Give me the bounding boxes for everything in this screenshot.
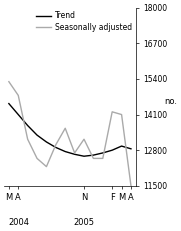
Trend bbox=[102, 152, 104, 154]
Trend bbox=[64, 150, 66, 153]
Line: Trend: Trend bbox=[9, 103, 131, 156]
Seasonally adjusted bbox=[64, 127, 66, 130]
Seasonally adjusted bbox=[83, 138, 85, 141]
Seasonally adjusted bbox=[8, 80, 10, 83]
Trend bbox=[73, 153, 76, 156]
Seasonally adjusted bbox=[45, 165, 48, 168]
Seasonally adjusted bbox=[92, 157, 94, 160]
Trend bbox=[92, 154, 94, 157]
Y-axis label: no.: no. bbox=[164, 97, 177, 106]
Text: 2005: 2005 bbox=[73, 218, 94, 227]
Seasonally adjusted bbox=[36, 157, 38, 160]
Trend bbox=[8, 102, 10, 105]
Seasonally adjusted bbox=[55, 143, 57, 146]
Seasonally adjusted bbox=[17, 94, 19, 97]
Seasonally adjusted bbox=[102, 157, 104, 160]
Text: 2004: 2004 bbox=[9, 218, 30, 227]
Seasonally adjusted bbox=[27, 138, 29, 141]
Trend bbox=[55, 146, 57, 149]
Trend bbox=[121, 145, 123, 147]
Seasonally adjusted bbox=[130, 184, 132, 187]
Trend bbox=[36, 134, 38, 137]
Legend: Trend, Seasonally adjusted: Trend, Seasonally adjusted bbox=[36, 12, 132, 32]
Trend bbox=[130, 147, 132, 150]
Trend bbox=[83, 155, 85, 158]
Seasonally adjusted bbox=[121, 113, 123, 116]
Trend bbox=[27, 124, 29, 127]
Trend bbox=[17, 113, 19, 116]
Seasonally adjusted bbox=[111, 110, 113, 113]
Line: Seasonally adjusted: Seasonally adjusted bbox=[9, 82, 131, 186]
Trend bbox=[111, 149, 113, 152]
Seasonally adjusted bbox=[73, 152, 76, 154]
Trend bbox=[45, 141, 48, 143]
